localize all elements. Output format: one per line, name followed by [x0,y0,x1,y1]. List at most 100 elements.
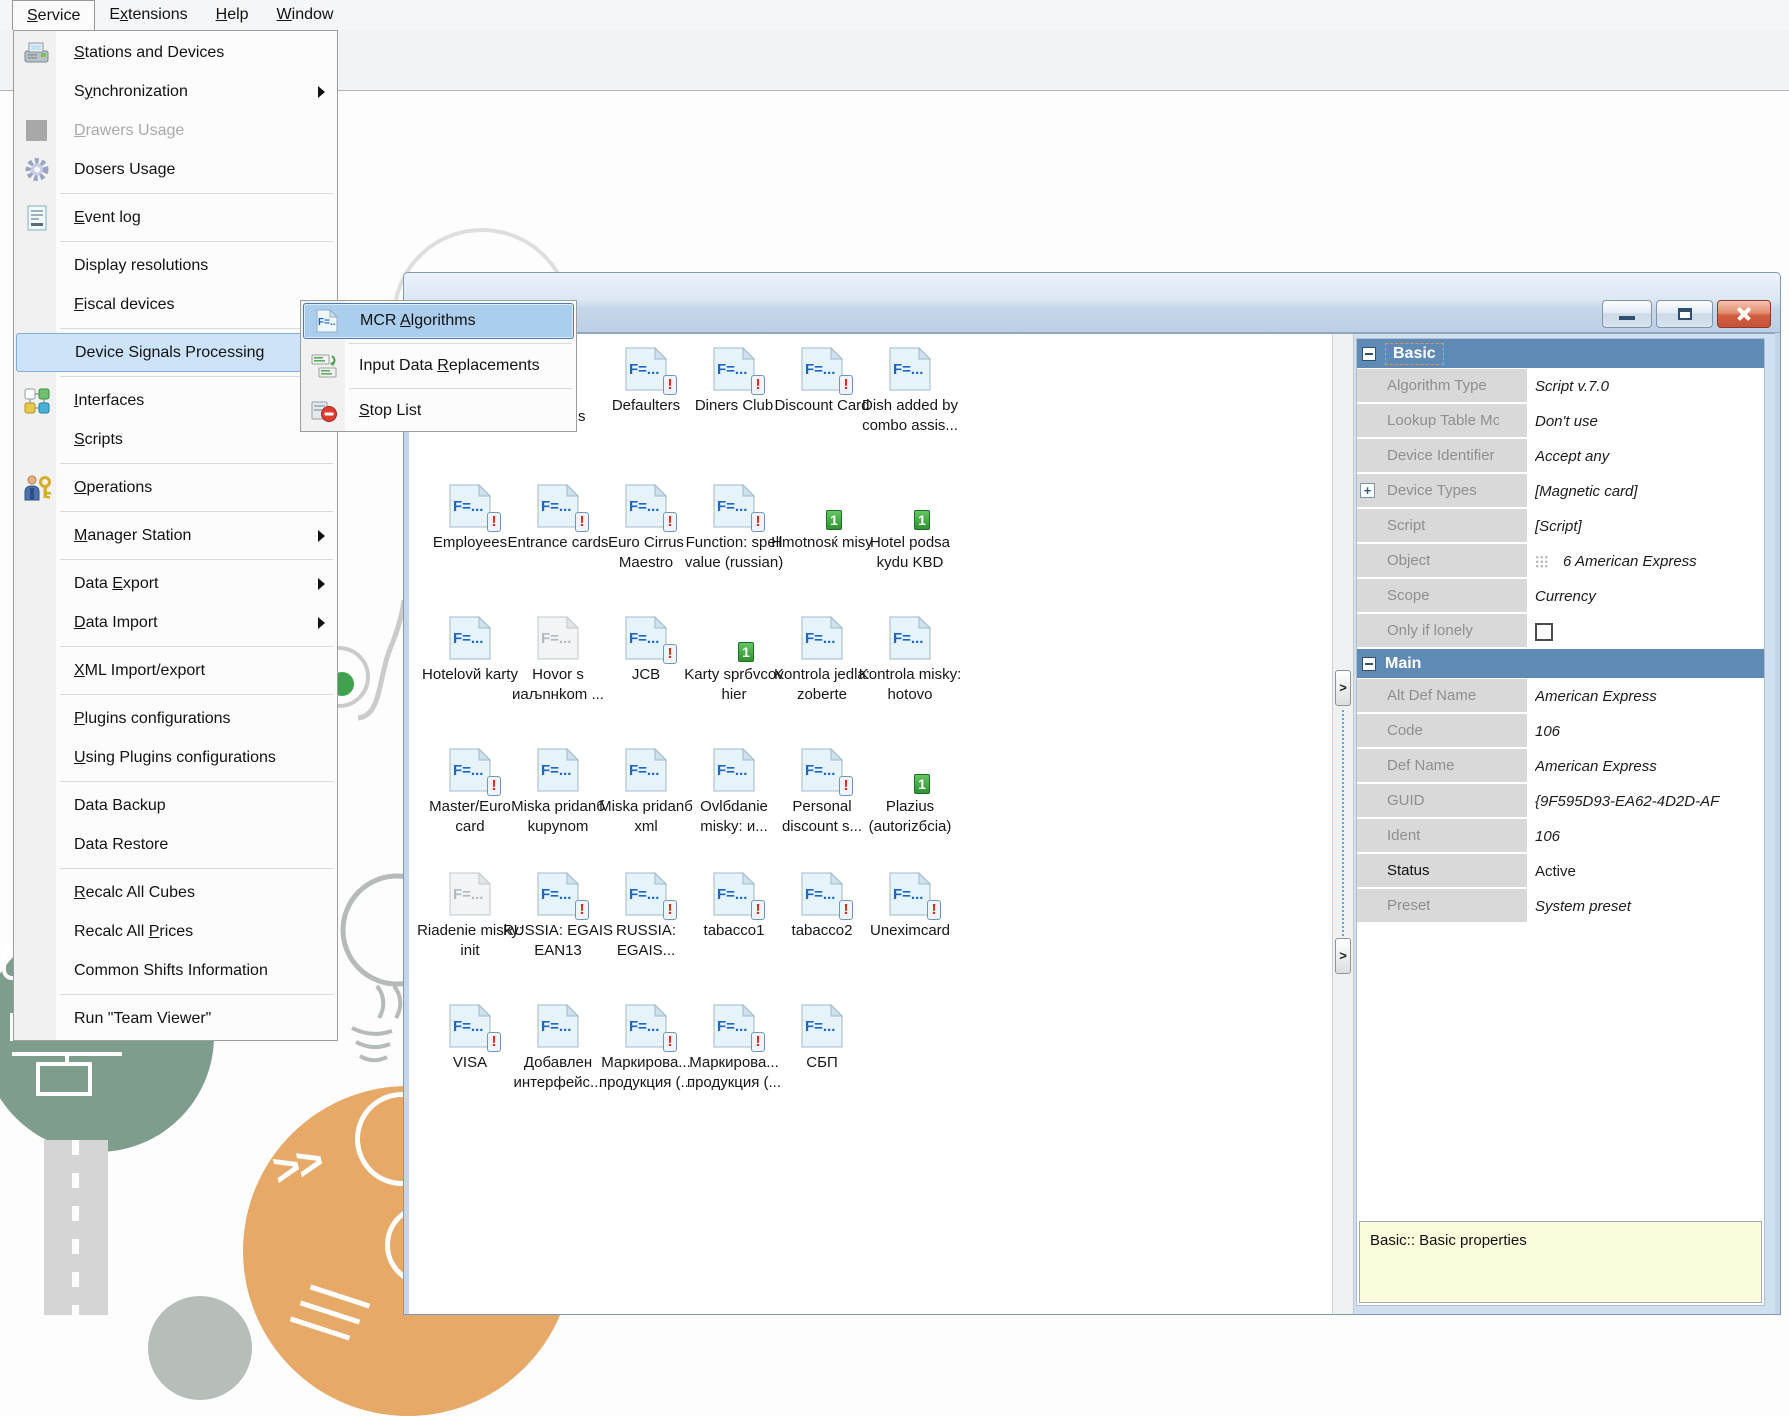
property-row[interactable]: Only if lonely [1357,614,1764,649]
property-value[interactable]: [Magnetic card] [1535,474,1764,509]
property-value[interactable]: 106 [1535,819,1764,854]
minimize-button[interactable] [1602,300,1652,328]
menu-item-data-restore[interactable]: Data Restore [14,825,337,864]
menu-item-event-log[interactable]: Event log [14,198,337,237]
menu-item-dosers-usage[interactable]: Dosers Usage [14,150,337,189]
menu-item-xml-import-export[interactable]: XML Import/export [14,651,337,690]
property-row[interactable]: Device Identifier Accept any [1357,439,1764,474]
algorithm-item[interactable]: 1 Hmotnosќ misy [766,484,878,553]
property-value[interactable]: Currency [1535,579,1764,614]
algorithm-item[interactable]: F=...! Uneximcard [854,871,966,941]
menu-item-input-data-replacements[interactable]: Input Data Replacements [301,348,576,384]
algorithm-item[interactable]: 1 Plazius (autorizбcia) [854,748,966,837]
algorithm-item[interactable]: F=...! RUSSIA: EGAIS EAN13 [502,871,614,961]
menu-item-fiscal-devices[interactable]: Fiscal devices [14,285,337,324]
algorithm-item[interactable]: F=...! RUSSIA: EGAIS... [590,871,702,961]
restore-button[interactable] [1656,300,1713,328]
window-titlebar[interactable]: F=.. MCR Algorithms [404,273,1780,333]
algorithm-item[interactable]: F=... Hovor s иаљnнkom ... [502,615,614,705]
collapse-panel-chevron[interactable]: > [1335,670,1351,706]
property-row[interactable]: + Device Types [Magnetic card] [1357,474,1764,509]
algorithm-item[interactable]: F=...! Function: spell value (russian) [678,483,790,573]
property-value[interactable]: 106 [1535,714,1764,749]
menu-item-common-shifts-information[interactable]: Common Shifts Information [14,951,337,990]
close-button[interactable] [1717,300,1771,328]
property-row[interactable]: Def Name American Express [1357,749,1764,784]
collapse-minus-icon[interactable] [1362,346,1376,361]
menu-item-data-backup[interactable]: Data Backup [14,786,337,825]
property-value[interactable]: System preset [1535,889,1764,924]
property-row[interactable]: Alt Def Name American Express [1357,679,1764,714]
property-group-header[interactable]: Basic [1357,339,1764,368]
collapse-minus-icon[interactable] [1362,656,1376,671]
algorithm-item[interactable]: 1 Hotel podsa kydu KBD [854,484,966,573]
algorithm-item[interactable]: F=...! VISA [414,1003,526,1073]
property-value[interactable]: 6 American Express [1535,544,1764,579]
property-value[interactable]: Script v.7.0 [1535,369,1764,404]
menu-item-run-team-viewer[interactable]: Run "Team Viewer" [14,999,337,1038]
menu-item-stop-list[interactable]: Stop List [301,393,576,429]
algorithm-item[interactable]: F=...! Master/Euro card [414,747,526,837]
menu-item-interfaces[interactable]: Interfaces [14,381,337,420]
property-row[interactable]: Algorithm Type Script v.7.0 [1357,369,1764,404]
algorithm-item[interactable]: F=... Miska pridanб kupynom [502,747,614,837]
menu-item-using-plugins-configurations[interactable]: Using Plugins configurations [14,738,337,777]
menu-item-recalc-all-cubes[interactable]: Recalc All Cubes [14,873,337,912]
property-value[interactable]: American Express [1535,749,1764,784]
property-row[interactable]: GUID {9F595D93-EA62-4D2D-AF [1357,784,1764,819]
property-value[interactable] [1535,614,1764,649]
menu-item-mcr-algorithms[interactable]: F=.. MCR Algorithms [303,303,574,339]
algorithm-item[interactable]: F=...! Diners Club [678,346,790,416]
checkbox-unchecked[interactable] [1535,622,1553,641]
algorithm-item[interactable]: F=...! Defaulters [590,346,702,416]
algorithm-item[interactable]: F=... Ovlбdanie misky: и... [678,747,790,837]
menu-item-scripts[interactable]: Scripts [14,420,337,459]
property-row[interactable]: Lookup Table Mo Don't use [1357,404,1764,439]
menu-item-operations[interactable]: Operations [14,468,337,507]
property-value[interactable]: Don't use [1535,404,1764,439]
menu-item-stations-and-devices[interactable]: Stations and Devices [14,33,337,72]
algorithm-item[interactable]: F=...! Entrance cards [502,483,614,553]
algorithm-item[interactable]: F=...! tabacco2 [766,871,878,941]
algorithm-item[interactable]: F=... Miska pridanб xml [590,747,702,837]
property-value[interactable]: Active [1535,854,1764,889]
algorithm-item[interactable]: F=...! Маркирова... продукция (... [590,1003,702,1093]
algorithm-item[interactable]: 1 Karty sprбvcov hier [678,616,790,705]
expand-plus-icon[interactable]: + [1360,483,1375,498]
property-row[interactable]: Preset System preset [1357,889,1764,924]
menu-item-data-import[interactable]: Data Import [14,603,337,642]
property-value[interactable]: {9F595D93-EA62-4D2D-AF [1535,784,1764,819]
property-value[interactable]: Accept any [1535,439,1764,474]
property-group-header[interactable]: Main [1357,649,1764,678]
property-row[interactable]: Scope Currency [1357,579,1764,614]
menu-item-recalc-all-prices[interactable]: Recalc All Prices [14,912,337,951]
property-value[interactable]: American Express [1535,679,1764,714]
algorithm-item[interactable]: F=...! JCB [590,615,702,685]
property-row[interactable]: Status Active [1357,854,1764,889]
menu-item-manager-station[interactable]: Manager Station [14,516,337,555]
algorithm-item[interactable]: F=...! Маркирова... продукция (... [678,1003,790,1093]
algorithm-item[interactable]: F=... СБП [766,1003,878,1073]
algorithm-item[interactable]: F=... Hotelovй karty [414,615,526,685]
property-row[interactable]: Ident 106 [1357,819,1764,854]
property-row[interactable]: Code 106 [1357,714,1764,749]
menu-item-device-signals-processing[interactable]: Device Signals Processing [16,333,335,372]
collapse-panel-chevron[interactable]: > [1335,938,1351,974]
property-row[interactable]: Script [Script] [1357,509,1764,544]
menu-item-synchronization[interactable]: Synchronization [14,72,337,111]
menu-item-plugins-configurations[interactable]: Plugins configurations [14,699,337,738]
property-value[interactable]: [Script] [1535,509,1764,544]
algorithm-item[interactable]: F=...! Personal discount s... [766,747,878,837]
menu-item-drawers-usage[interactable]: Drawers Usage [14,111,337,150]
property-row[interactable]: Object 6 American Express [1357,544,1764,579]
algorithm-item[interactable]: F=...! Euro Cirrus Maestro [590,483,702,573]
algorithm-item[interactable]: F=...! Employees [414,483,526,553]
algorithm-item[interactable]: F=...! tabacco1 [678,871,790,941]
panel-splitter[interactable]: > > [1332,334,1354,1314]
algorithm-item[interactable]: F=... Kontrola misky: hotovo [854,615,966,705]
algorithm-item[interactable]: F=... Добавлен интерфейс... [502,1003,614,1093]
